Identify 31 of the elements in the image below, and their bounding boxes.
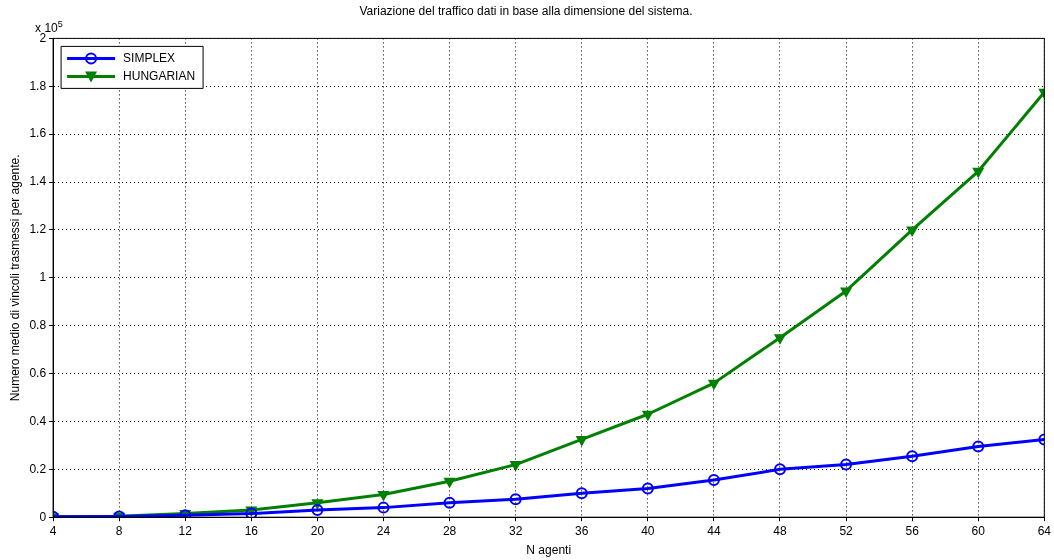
x-tick-label: 16	[244, 523, 259, 538]
y-tick-label: 0.4	[29, 413, 47, 428]
y-tick-label: 0	[39, 509, 47, 524]
y-axis-title: Numero medio di vincoli trasmessi per agente.	[7, 154, 22, 402]
x-tick-label: 44	[707, 523, 721, 538]
x-tick-label: 40	[641, 523, 655, 538]
x-tick-label: 60	[971, 523, 986, 538]
y-tick-label: 1.6	[29, 126, 47, 141]
x-tick-label: 8	[115, 523, 123, 538]
x-tick-label: 56	[905, 523, 920, 538]
x-tick-label: 32	[508, 523, 523, 538]
x-tick-label: 4	[49, 523, 57, 538]
chart-title: Variazione del traffico dati in base alla dimensione del sistema.	[359, 3, 693, 18]
y-tick-label: 0.8	[29, 317, 47, 332]
y-tick-label: 0.6	[29, 365, 47, 380]
x-tick-label: 64	[1037, 523, 1052, 538]
x-axis-title: N agenti	[526, 543, 572, 558]
y-tick-label: 1.8	[29, 78, 47, 93]
legend-label: HUNGARIAN	[123, 68, 196, 83]
x-tick-label: 36	[575, 523, 589, 538]
y-tick-label: 1	[39, 270, 47, 285]
x-tick-label: 52	[839, 523, 854, 538]
x-tick-label: 12	[178, 523, 193, 538]
x-tick-label: 24	[376, 523, 391, 538]
y-tick-label: 0.2	[29, 461, 47, 476]
y-tick-label: 1.4	[29, 174, 47, 189]
legend-label: SIMPLEX	[123, 50, 176, 65]
x-tick-label: 20	[310, 523, 325, 538]
y-tick-label: 1.2	[29, 222, 47, 237]
x-tick-label: 48	[773, 523, 787, 538]
x-tick-label: 28	[442, 523, 457, 538]
